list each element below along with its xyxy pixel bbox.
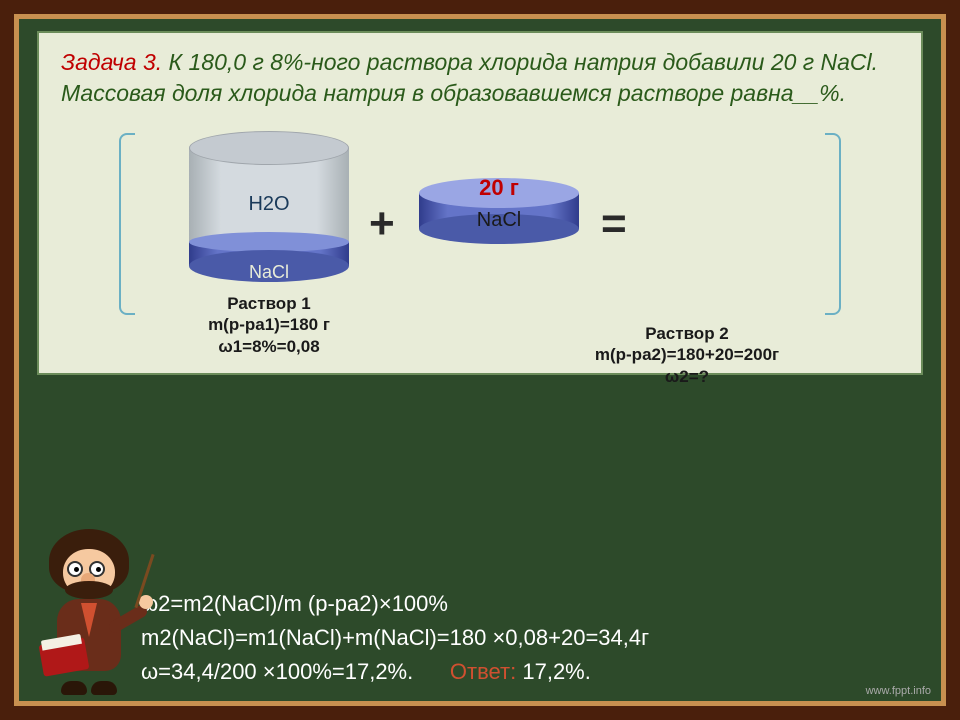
- chalkboard: Задача 3. К 180,0 г 8%-ного раствора хло…: [19, 19, 941, 701]
- added-mass: 20 г: [419, 175, 579, 201]
- sol1-omega: ω1=8%=0,08: [218, 337, 319, 356]
- solution-1-caption: Раствор 1 m(р-ра1)=180 г ω1=8%=0,08: [159, 293, 379, 357]
- professor-illustration: [29, 515, 149, 695]
- problem-panel: Задача 3. К 180,0 г 8%-ного раствора хло…: [37, 31, 923, 375]
- plus-icon: +: [369, 199, 395, 249]
- solution-2-caption: Раствор 2 m(р-ра2)=180+20=200г ω2=?: [557, 323, 817, 387]
- problem-statement: Задача 3. К 180,0 г 8%-ного раствора хло…: [61, 47, 899, 109]
- sol2-mass: m(р-ра2)=180+20=200г: [595, 345, 779, 364]
- problem-title: Задача 3.: [61, 49, 162, 75]
- sol1-mass: m(р-ра1)=180 г: [208, 315, 330, 334]
- sol2-omega: ω2=?: [665, 367, 709, 386]
- answer-value: 17,2%.: [516, 659, 591, 684]
- left-bracket: [119, 133, 135, 315]
- mixing-diagram: H2O NaCl + 20 г NaCl = Раствор 1 m(р-ра1…: [61, 125, 899, 355]
- calc-line-2: m2(NaCl)=m1(NaCl)+m(NaCl)=180 ×0,08+20=3…: [141, 621, 901, 655]
- sol1-heading: Раствор 1: [227, 294, 311, 313]
- calculation-block: ω2=m2(NaCl)/m (р-ра2)×100% m2(NaCl)=m1(N…: [37, 587, 923, 689]
- calc-line-3a: ω=34,4/200 ×100%=17,2%.: [141, 659, 413, 684]
- calc-line-3: ω=34,4/200 ×100%=17,2%. Ответ: 17,2%.: [141, 655, 901, 689]
- beaker-rim: [189, 131, 349, 165]
- watermark: www.fppt.info: [866, 685, 931, 697]
- right-bracket: [825, 133, 841, 315]
- h2o-label: H2O: [189, 193, 349, 216]
- equals-icon: =: [601, 199, 627, 249]
- problem-text: К 180,0 г 8%-ного раствора хлорида натри…: [61, 49, 878, 106]
- answer-label: Ответ:: [450, 659, 516, 684]
- slide-outer-frame: Задача 3. К 180,0 г 8%-ного раствора хло…: [0, 0, 960, 720]
- sol2-heading: Раствор 2: [645, 324, 729, 343]
- beaker-solution-1: H2O NaCl: [189, 131, 349, 281]
- calc-line-1: ω2=m2(NaCl)/m (р-ра2)×100%: [141, 587, 901, 621]
- added-substance: NaCl: [419, 209, 579, 232]
- nacl-label: NaCl: [189, 262, 349, 283]
- slide-mid-frame: Задача 3. К 180,0 г 8%-ного раствора хло…: [14, 14, 946, 706]
